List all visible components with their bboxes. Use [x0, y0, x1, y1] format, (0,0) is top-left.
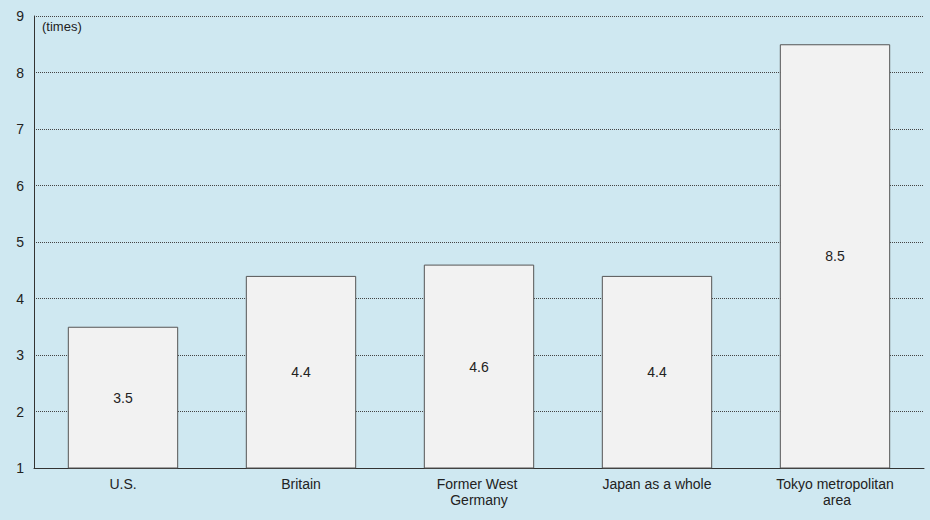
svg-text:4: 4: [16, 291, 24, 307]
svg-text:1: 1: [16, 460, 24, 476]
svg-text:9: 9: [16, 8, 24, 24]
svg-text:3: 3: [16, 347, 24, 363]
svg-text:4.4: 4.4: [291, 364, 311, 380]
svg-text:6: 6: [16, 178, 24, 194]
svg-text:2: 2: [16, 404, 24, 420]
svg-text:4.6: 4.6: [469, 359, 489, 375]
svg-text:Tokyo metropolitan: Tokyo metropolitan: [776, 476, 894, 492]
svg-text:8: 8: [16, 65, 24, 81]
svg-text:(times): (times): [42, 19, 82, 34]
svg-text:8.5: 8.5: [825, 248, 845, 264]
svg-text:7: 7: [16, 121, 24, 137]
svg-text:Britain: Britain: [281, 476, 321, 492]
svg-text:Former West: Former West: [437, 476, 522, 492]
svg-text:3.5: 3.5: [113, 390, 133, 406]
svg-text:U.S.: U.S.: [109, 476, 136, 492]
svg-text:Germany: Germany: [450, 492, 508, 508]
svg-text:4.4: 4.4: [647, 364, 667, 380]
svg-text:area: area: [819, 492, 851, 508]
svg-text:5: 5: [16, 234, 24, 250]
svg-text:Japan as a whole: Japan as a whole: [603, 476, 712, 492]
